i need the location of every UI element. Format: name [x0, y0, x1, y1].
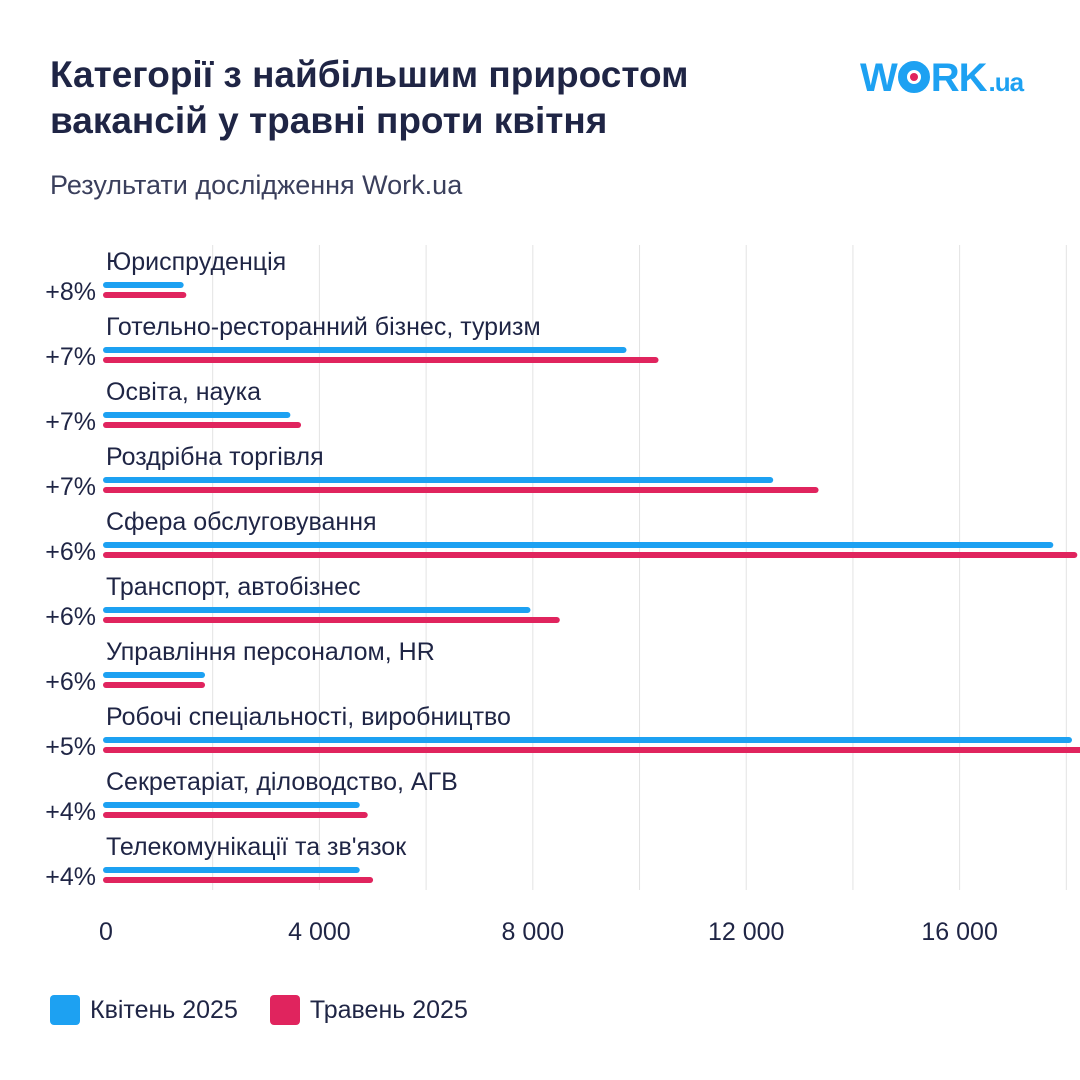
growth-label: +6% — [45, 603, 96, 631]
logo-suffix: .ua — [988, 67, 1025, 97]
legend-label-april: Квітень 2025 — [90, 995, 238, 1024]
x-tick-label: 4 000 — [288, 918, 351, 946]
legend-item-may: Травень 2025 — [269, 995, 468, 1025]
category-label: Управління персоналом, HR — [106, 638, 435, 666]
logo-letters-rk: RK — [930, 56, 988, 100]
chart-legend: Квітень 2025 Травень 2025 — [50, 995, 468, 1025]
bar-chart: 0 4 000 8 000 12 000 16 000 Юриспруденція +8% Г… — [45, 245, 1080, 946]
category-label: Транспорт, автобізнес — [106, 573, 361, 601]
chart-subtitle: Результати дослідження Work.ua — [50, 170, 463, 200]
logo-o-icon — [897, 61, 930, 93]
legend-swatch-april — [50, 995, 80, 1025]
category-label: Робочі спеціальності, виробництво — [106, 703, 511, 731]
growth-label: +4% — [45, 798, 96, 826]
category-label: Освіта, наука — [106, 378, 261, 406]
x-tick-label: 0 — [99, 918, 113, 946]
legend-swatch-may — [269, 995, 300, 1025]
growth-label: +7% — [45, 343, 96, 371]
growth-label: +4% — [45, 863, 96, 891]
growth-label: +7% — [45, 408, 96, 436]
legend-item-april: Квітень 2025 — [50, 995, 238, 1025]
logo-letter-w: W — [860, 56, 898, 100]
work-ua-logo: W RK .ua — [860, 56, 1025, 101]
category-label: Секретаріат, діловодство, АГВ — [106, 768, 458, 796]
category-label: Телекомунікації та зв'язок — [106, 833, 407, 861]
category-label: Роздрібна торгівля — [106, 443, 324, 471]
growth-label: +7% — [45, 473, 96, 501]
growth-label: +8% — [45, 278, 96, 306]
growth-label: +5% — [45, 733, 96, 761]
x-tick-label: 12 000 — [708, 918, 784, 946]
growth-label: +6% — [45, 538, 96, 566]
x-tick-label: 8 000 — [502, 918, 565, 946]
legend-label-may: Травень 2025 — [309, 995, 468, 1024]
chart-title: Категорії з найбільшим приростом вакансі… — [50, 54, 689, 141]
category-label: Сфера обслуговування — [106, 508, 377, 536]
growth-label: +6% — [45, 668, 96, 696]
x-tick-label: 16 000 — [921, 918, 997, 946]
category-label: Готельно-ресторанний бізнес, туризм — [106, 313, 541, 341]
category-label: Юриспруденція — [106, 248, 286, 276]
